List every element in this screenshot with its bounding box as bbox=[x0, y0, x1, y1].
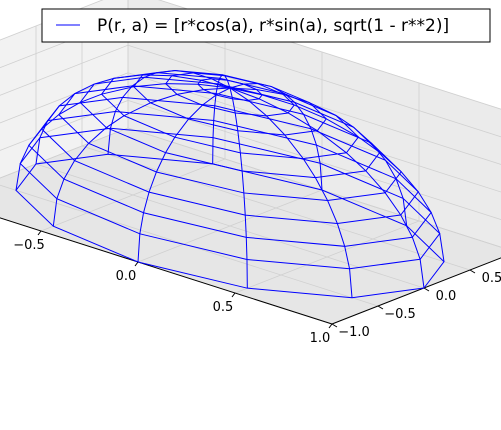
y-tick-label: −0.5 bbox=[384, 307, 416, 322]
x-tick-label: 0.0 bbox=[116, 269, 137, 284]
grid-line-z-side bbox=[0, 72, 129, 124]
grid-line-y-floor bbox=[81, 145, 471, 271]
y-tick-mark bbox=[331, 323, 338, 328]
y-tick-label: 0.5 bbox=[482, 271, 501, 286]
tick-labels: −1.0−0.50.00.51.0−1.0−0.50.00.51.00.00.2… bbox=[13, 230, 501, 346]
grid-line-z-side bbox=[0, 44, 129, 96]
x-tick-mark bbox=[231, 292, 236, 298]
legend-box bbox=[41, 8, 491, 43]
x-tick-label: 0.5 bbox=[213, 300, 234, 315]
y-tick-label: 0.0 bbox=[436, 289, 457, 304]
grid-line-z-back bbox=[127, 44, 501, 165]
wireframe-spoke bbox=[229, 87, 248, 289]
y-tick-mark bbox=[423, 287, 430, 292]
legend-label: P(r, a) = [r*cos(a), r*sin(a), sqrt(1 - … bbox=[97, 16, 449, 36]
y-tick-mark bbox=[377, 305, 384, 310]
surface-wireframe bbox=[15, 69, 445, 299]
y-tick-mark bbox=[469, 269, 476, 274]
wireframe-spoke bbox=[229, 83, 323, 191]
legend: P(r, a) = [r*cos(a), r*sin(a), sqrt(1 - … bbox=[41, 8, 491, 43]
x-tick-label: 1.0 bbox=[310, 331, 331, 346]
wireframe-spoke bbox=[229, 87, 445, 262]
x-tick-label: −0.5 bbox=[13, 238, 45, 253]
wireframe-spoke bbox=[137, 87, 231, 263]
wireframe-spoke bbox=[212, 74, 231, 164]
grid-line-z-back bbox=[127, 100, 501, 221]
wireframe-spoke bbox=[229, 87, 408, 226]
wireframe-spoke bbox=[107, 69, 231, 155]
wireframe-spoke bbox=[52, 87, 231, 227]
x-tick-mark bbox=[134, 261, 139, 267]
wireframe-spoke bbox=[15, 83, 231, 191]
grid-line-z-side bbox=[0, 0, 104, 41]
axis-panes bbox=[0, 0, 501, 325]
wireframe-spoke bbox=[229, 87, 425, 289]
x-tick-mark bbox=[37, 230, 42, 236]
x-tick-mark bbox=[328, 323, 333, 329]
y-tick-label: −1.0 bbox=[338, 325, 370, 340]
wireframe-spoke bbox=[229, 87, 353, 298]
